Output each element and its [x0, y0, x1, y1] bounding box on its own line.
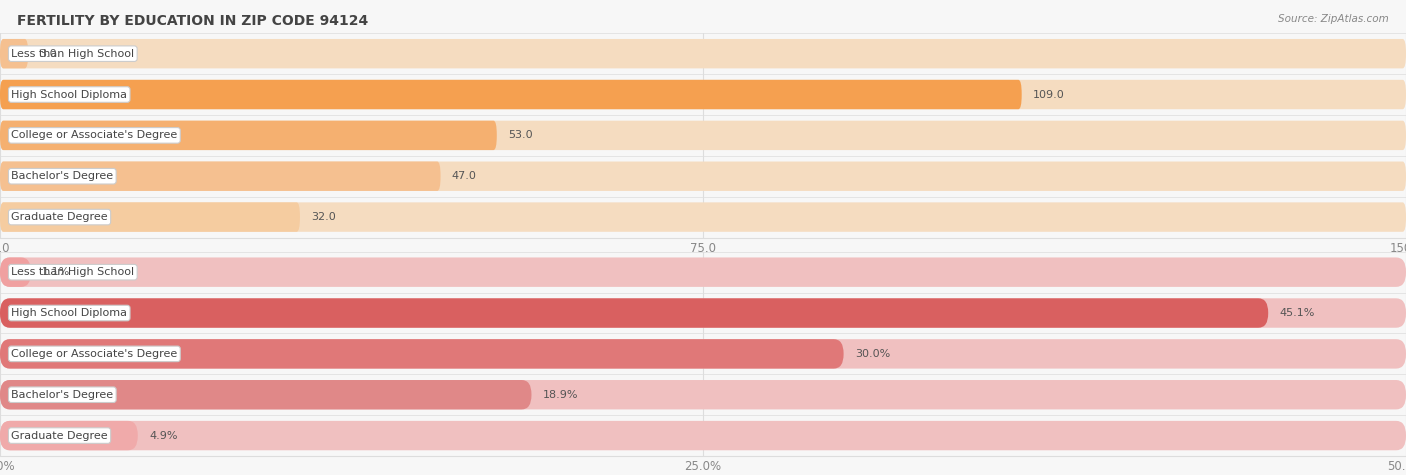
Text: 45.1%: 45.1%: [1279, 308, 1315, 318]
FancyBboxPatch shape: [0, 380, 1406, 409]
Text: Graduate Degree: Graduate Degree: [11, 430, 108, 441]
Text: 3.0: 3.0: [39, 48, 58, 59]
FancyBboxPatch shape: [0, 121, 1406, 150]
FancyBboxPatch shape: [0, 162, 1406, 191]
Text: 109.0: 109.0: [1033, 89, 1064, 100]
FancyBboxPatch shape: [0, 298, 1268, 328]
FancyBboxPatch shape: [0, 257, 31, 287]
FancyBboxPatch shape: [0, 121, 496, 150]
Text: Graduate Degree: Graduate Degree: [11, 212, 108, 222]
FancyBboxPatch shape: [0, 339, 844, 369]
Text: FERTILITY BY EDUCATION IN ZIP CODE 94124: FERTILITY BY EDUCATION IN ZIP CODE 94124: [17, 14, 368, 28]
FancyBboxPatch shape: [0, 421, 1406, 450]
FancyBboxPatch shape: [0, 80, 1022, 109]
Text: 30.0%: 30.0%: [855, 349, 890, 359]
Text: Source: ZipAtlas.com: Source: ZipAtlas.com: [1278, 14, 1389, 24]
Text: 18.9%: 18.9%: [543, 390, 578, 400]
Text: 4.9%: 4.9%: [149, 430, 177, 441]
Text: 53.0: 53.0: [508, 130, 533, 141]
Text: Less than High School: Less than High School: [11, 48, 135, 59]
FancyBboxPatch shape: [0, 39, 28, 68]
FancyBboxPatch shape: [0, 339, 1406, 369]
Text: High School Diploma: High School Diploma: [11, 308, 128, 318]
FancyBboxPatch shape: [0, 202, 299, 232]
Text: Less than High School: Less than High School: [11, 267, 135, 277]
Text: College or Associate's Degree: College or Associate's Degree: [11, 349, 177, 359]
Text: 32.0: 32.0: [311, 212, 336, 222]
FancyBboxPatch shape: [0, 39, 1406, 68]
Text: College or Associate's Degree: College or Associate's Degree: [11, 130, 177, 141]
Text: Bachelor's Degree: Bachelor's Degree: [11, 390, 114, 400]
FancyBboxPatch shape: [0, 421, 138, 450]
FancyBboxPatch shape: [0, 380, 531, 409]
FancyBboxPatch shape: [0, 80, 1406, 109]
Text: High School Diploma: High School Diploma: [11, 89, 128, 100]
FancyBboxPatch shape: [0, 202, 1406, 232]
Text: 47.0: 47.0: [451, 171, 477, 181]
Text: Bachelor's Degree: Bachelor's Degree: [11, 171, 114, 181]
FancyBboxPatch shape: [0, 162, 440, 191]
FancyBboxPatch shape: [0, 298, 1406, 328]
Text: 1.1%: 1.1%: [42, 267, 70, 277]
FancyBboxPatch shape: [0, 257, 1406, 287]
